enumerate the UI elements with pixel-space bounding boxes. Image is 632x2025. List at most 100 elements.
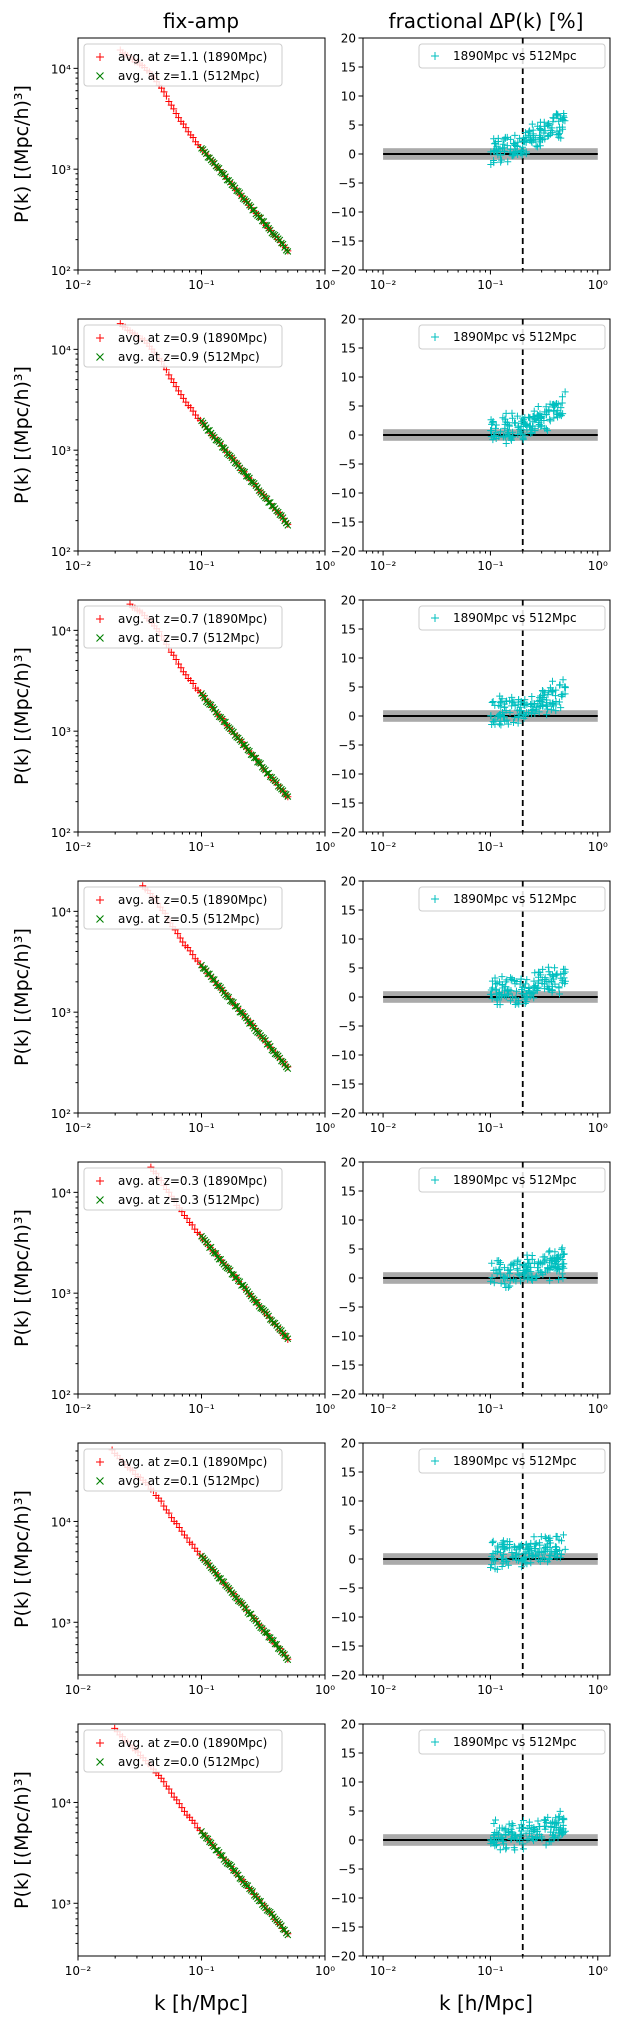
diff-point: [529, 1835, 537, 1843]
diff-point: [507, 974, 515, 982]
diff-point: [496, 1259, 504, 1267]
point-1890mpc: [179, 938, 187, 946]
legend-label-1890mpc: avg. at z=0.5 (1890Mpc): [118, 893, 267, 907]
diff-point: [511, 131, 519, 139]
legend-marker-1890mpc: [96, 334, 104, 342]
point-1890mpc: [189, 680, 197, 688]
diff-legend-label: 1890Mpc vs 512Mpc: [453, 330, 577, 344]
point-512mpc: [218, 1852, 226, 1859]
panel-row-z0.0: 10³ 10⁴ 10⁻² 10⁻¹ 10⁰ P(k) [(Mpc/h)³] avg. at …: [11, 1718, 611, 1978]
pk-x-tick-label: 10⁰: [315, 1964, 335, 1978]
point-512mpc: [210, 976, 218, 983]
diff-point: [487, 712, 495, 720]
diff-point: [550, 407, 558, 415]
diff-point: [506, 709, 514, 717]
legend-label-512mpc: avg. at z=0.9 (512Mpc): [118, 350, 260, 364]
diff-point: [516, 1271, 524, 1279]
diff-point: [543, 711, 551, 719]
diff-point: [500, 1840, 508, 1848]
diff-point: [525, 128, 533, 136]
pk-y-tick-label: 10²: [51, 1388, 71, 1402]
diff-point: [505, 431, 513, 439]
diff-point: [519, 710, 527, 718]
diff-legend-marker: [431, 1738, 439, 1746]
point-512mpc: [273, 779, 281, 786]
diff-point: [560, 110, 568, 118]
diff-point: [540, 129, 548, 137]
diff-panel: 20 15 10 5 0 −5 −10 −15 −20 10⁻² 10⁻¹ 10⁰ 1890Mpc vs…: [331, 594, 611, 854]
point-1890mpc: [165, 1785, 173, 1793]
legend-marker-512mpc: [96, 353, 104, 361]
diff-point: [489, 698, 497, 706]
point-1890mpc: [170, 105, 178, 113]
diff-point: [510, 719, 518, 727]
diff-point: [530, 994, 538, 1002]
diff-point: [552, 707, 560, 715]
point-1890mpc: [183, 1214, 191, 1222]
point-512mpc: [266, 1042, 274, 1050]
diff-point: [503, 976, 511, 984]
point-512mpc: [263, 1040, 271, 1048]
point-512mpc: [199, 964, 207, 972]
diff-point: [507, 997, 515, 1005]
diff-point: [518, 1558, 526, 1566]
point-1890mpc: [175, 114, 183, 122]
diff-point: [559, 1274, 567, 1282]
point-1890mpc: [188, 1221, 196, 1229]
point-512mpc: [257, 1304, 265, 1312]
diff-point: [519, 1845, 527, 1853]
diff-point: [491, 701, 499, 709]
pk-y-tick-label: 10³: [51, 1897, 71, 1911]
diff-point: [558, 1244, 566, 1252]
point-1890mpc: [165, 98, 173, 106]
diff-point: [541, 1547, 549, 1555]
diff-point: [506, 697, 514, 705]
diff-panel: 20 15 10 5 0 −5 −10 −15 −20 10⁻² 10⁻¹ 10⁰ 1890Mpc vs…: [331, 1437, 611, 1697]
pk-y-tick-label: 10²: [51, 264, 71, 278]
diff-point: [526, 1543, 534, 1551]
diff-legend-marker: [431, 52, 439, 60]
diff-point: [509, 1261, 517, 1269]
point-512mpc: [278, 1922, 285, 1930]
diff-point: [510, 698, 518, 706]
diff-y-tick-label: 20: [341, 313, 356, 327]
x-label-left: k [h/Mpc]: [154, 1991, 248, 2015]
diff-point: [503, 987, 511, 995]
diff-point: [545, 1838, 553, 1845]
diff-y-tick-label: −10: [331, 1611, 356, 1625]
diff-point: [488, 1259, 496, 1267]
diff-x-tick-label: 10⁰: [588, 559, 608, 573]
diff-y-tick-label: 15: [341, 1185, 356, 1199]
diff-point: [519, 1816, 527, 1824]
diff-point: [545, 968, 553, 976]
legend-marker-1890mpc: [96, 1177, 104, 1185]
diff-point: [488, 1274, 496, 1282]
panel-row-z0.9: 10² 10³ 10⁴ 10⁻² 10⁻¹ 10⁰ P(k) [(Mpc/h)³] avg. …: [11, 313, 611, 573]
diff-y-tick-label: −20: [331, 1669, 356, 1683]
point-1890mpc: [175, 660, 183, 668]
diff-point: [511, 702, 519, 710]
diff-point: [546, 684, 554, 692]
diff-point: [511, 419, 519, 427]
diff-point: [504, 428, 512, 436]
diff-point: [487, 1277, 495, 1285]
pk-x-tick-label: 10⁰: [315, 278, 335, 292]
legend-marker-1890mpc: [96, 896, 104, 904]
diff-point: [542, 403, 550, 411]
diff-y-tick-label: 10: [341, 371, 356, 385]
pk-x-tick-label: 10⁻¹: [188, 1964, 215, 1978]
diff-point: [514, 719, 522, 727]
diff-y-tick-label: −15: [331, 1078, 356, 1092]
point-512mpc: [220, 1578, 228, 1586]
diff-point: [554, 131, 562, 139]
diff-point: [558, 399, 566, 407]
diff-point: [558, 976, 566, 984]
pk-legend: avg. at z=0.3 (1890Mpc) avg. at z=0.3 (51…: [83, 1167, 283, 1211]
legend-label-1890mpc: avg. at z=0.9 (1890Mpc): [118, 331, 267, 345]
legend-marker-1890mpc: [96, 1739, 104, 1747]
diff-point: [492, 139, 500, 147]
diff-y-tick-label: −10: [331, 206, 356, 220]
point-1890mpc: [157, 1774, 165, 1782]
diff-point: [499, 713, 507, 721]
diff-point: [508, 1549, 516, 1557]
